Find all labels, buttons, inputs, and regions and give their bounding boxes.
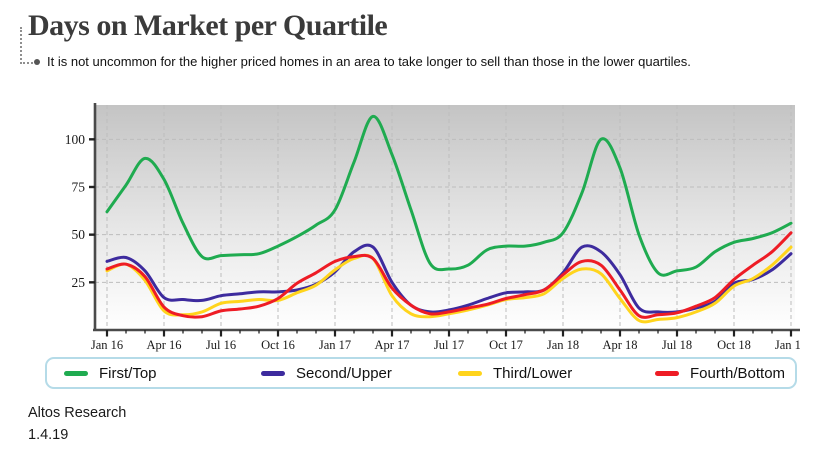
svg-text:Apr 17: Apr 17 xyxy=(374,338,409,352)
days-on-market-chart: 25 50 75 100 Jan 16 Apr 16 Jul 16 Oct 16 Jan 17 A… xyxy=(60,100,807,355)
svg-text:Jan 19: Jan 19 xyxy=(775,338,800,352)
svg-text:Oct 16: Oct 16 xyxy=(261,338,295,352)
legend-item-second-upper: Second/Upper xyxy=(261,365,458,382)
svg-text:50: 50 xyxy=(72,227,86,242)
svg-text:Jan 17: Jan 17 xyxy=(319,338,351,352)
legend: First/Top Second/Upper Third/Lower Fourt… xyxy=(45,357,797,389)
source-attribution: Altos Research 1.4.19 xyxy=(28,402,126,446)
svg-text:25: 25 xyxy=(72,275,86,290)
svg-text:Oct 17: Oct 17 xyxy=(489,338,523,352)
svg-text:Jul 17: Jul 17 xyxy=(434,338,464,352)
subtitle-text: It is not uncommon for the higher priced… xyxy=(47,54,691,69)
legend-item-fourth-bottom: Fourth/Bottom xyxy=(655,365,839,382)
title-connector-line xyxy=(20,27,37,64)
svg-text:Apr 16: Apr 16 xyxy=(146,338,181,352)
legend-label-second-upper: Second/Upper xyxy=(296,364,392,382)
first-top-swatch-icon xyxy=(64,370,88,376)
source-name: Altos Research xyxy=(28,405,127,421)
second-upper-swatch-icon xyxy=(261,370,285,376)
legend-item-first-top: First/Top xyxy=(64,365,261,382)
page-title: Days on Market per Quartile xyxy=(28,9,388,42)
svg-text:Apr 18: Apr 18 xyxy=(602,338,637,352)
svg-text:75: 75 xyxy=(72,179,86,194)
svg-text:100: 100 xyxy=(65,132,86,147)
third-lower-swatch-icon xyxy=(458,370,482,376)
legend-item-third-lower: Third/Lower xyxy=(458,365,655,382)
legend-label-first-top: First/Top xyxy=(99,364,157,382)
legend-label-third-lower: Third/Lower xyxy=(493,364,573,382)
svg-text:Jul 18: Jul 18 xyxy=(662,338,692,352)
svg-text:Jan 16: Jan 16 xyxy=(91,338,123,352)
svg-text:Jul 16: Jul 16 xyxy=(206,338,236,352)
legend-label-fourth-bottom: Fourth/Bottom xyxy=(690,364,786,382)
svg-text:Jan 18: Jan 18 xyxy=(547,338,579,352)
svg-text:Oct 18: Oct 18 xyxy=(717,338,751,352)
fourth-bottom-swatch-icon xyxy=(655,370,679,376)
bullet-dot xyxy=(34,59,40,65)
line-chart-canvas: 25 50 75 100 Jan 16 Apr 16 Jul 16 Oct 16 Jan 17 A… xyxy=(65,103,807,352)
report-date: 1.4.19 xyxy=(28,427,69,443)
